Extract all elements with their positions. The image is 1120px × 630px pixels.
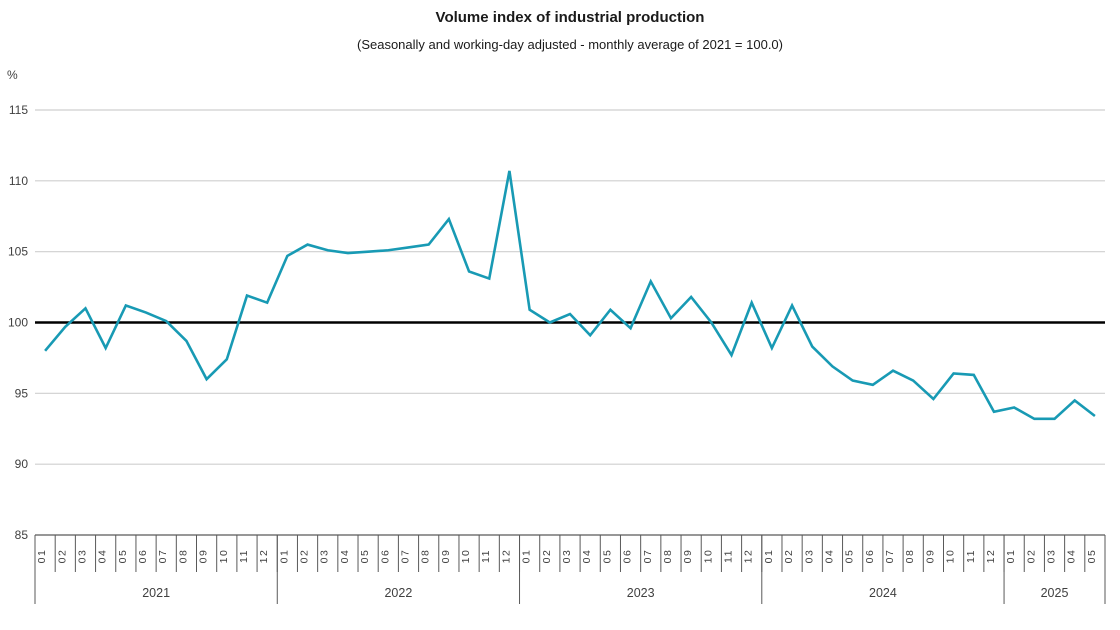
- x-month-label: 09: [198, 549, 210, 564]
- x-month-label: 12: [258, 549, 270, 564]
- x-month-label: 02: [783, 549, 795, 564]
- x-month-label: 08: [662, 549, 674, 564]
- x-month-label: 12: [985, 549, 997, 564]
- x-month-label: 06: [622, 549, 634, 564]
- x-month-label: 01: [1005, 549, 1017, 564]
- x-month-label: 05: [1086, 549, 1098, 564]
- x-month-label: 03: [561, 549, 573, 564]
- x-month-label: 06: [379, 549, 391, 564]
- x-month-label: 09: [682, 549, 694, 564]
- x-month-label: 02: [56, 549, 68, 564]
- x-month-label: 07: [157, 549, 169, 564]
- x-month-label: 08: [177, 549, 189, 564]
- x-month-label: 07: [884, 549, 896, 564]
- x-month-label: 04: [97, 549, 109, 564]
- y-tick-label: 85: [15, 528, 29, 542]
- x-month-label: 02: [299, 549, 311, 564]
- y-tick-label: 90: [15, 457, 29, 471]
- x-month-label: 02: [541, 549, 553, 564]
- x-month-label: 11: [238, 549, 250, 563]
- y-tick-label: 110: [9, 174, 28, 188]
- x-year-label: 2021: [142, 586, 170, 600]
- x-month-label: 04: [1066, 549, 1078, 564]
- x-month-label: 03: [803, 549, 815, 564]
- x-month-label: 05: [359, 549, 371, 564]
- x-month-label: 06: [137, 549, 149, 564]
- x-month-label: 02: [1025, 549, 1037, 564]
- x-month-label: 10: [460, 549, 472, 564]
- x-month-label: 10: [218, 549, 230, 564]
- y-axis-unit-label: %: [7, 68, 18, 82]
- x-month-label: 12: [500, 549, 512, 564]
- x-month-label: 07: [642, 549, 654, 564]
- x-month-label: 03: [76, 549, 88, 564]
- x-month-label: 03: [1046, 549, 1058, 564]
- x-month-label: 11: [480, 549, 492, 563]
- y-tick-label: 100: [8, 316, 28, 330]
- y-tick-label: 115: [9, 103, 28, 117]
- x-month-label: 12: [743, 549, 755, 564]
- x-month-label: 08: [904, 549, 916, 564]
- x-month-label: 04: [339, 549, 351, 564]
- x-month-label: 04: [823, 549, 835, 564]
- x-year-label: 2022: [384, 586, 412, 600]
- x-month-label: 01: [521, 549, 533, 564]
- x-month-label: 08: [420, 549, 432, 564]
- x-month-label: 01: [278, 549, 290, 564]
- x-month-label: 09: [924, 549, 936, 564]
- x-month-label: 03: [319, 549, 331, 564]
- x-year-label: 2024: [869, 586, 897, 600]
- x-month-label: 05: [844, 549, 856, 564]
- x-month-label: 01: [36, 549, 48, 564]
- y-tick-label: 105: [8, 245, 28, 259]
- x-month-label: 07: [399, 549, 411, 564]
- x-month-label: 05: [117, 549, 129, 564]
- x-month-label: 05: [601, 549, 613, 564]
- series-line: [44, 170, 1096, 421]
- x-month-label: 06: [864, 549, 876, 564]
- chart-title: Volume index of industrial production: [435, 9, 705, 26]
- x-month-label: 04: [581, 549, 593, 564]
- x-year-label: 2023: [627, 586, 655, 600]
- x-month-label: 01: [763, 549, 775, 564]
- chart-subtitle: (Seasonally and working-day adjusted - m…: [356, 37, 783, 52]
- x-month-label: 11: [723, 549, 735, 563]
- x-month-label: 09: [440, 549, 452, 564]
- y-tick-label: 95: [15, 386, 29, 400]
- x-month-label: 10: [702, 549, 714, 564]
- x-month-label: 10: [945, 549, 957, 564]
- x-year-label: 2025: [1041, 586, 1069, 600]
- x-month-label: 11: [965, 549, 977, 563]
